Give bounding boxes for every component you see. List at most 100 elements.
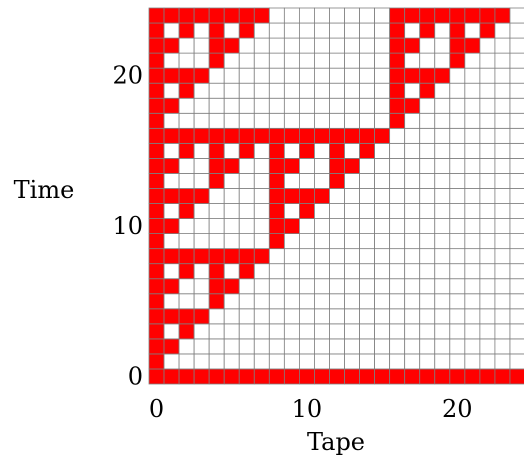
cell-empty <box>238 52 255 69</box>
cell-empty <box>178 37 195 54</box>
cell-empty <box>464 203 481 219</box>
cell-empty <box>298 22 315 39</box>
cell-filled <box>208 293 225 310</box>
cell-empty <box>434 142 451 159</box>
cell-filled <box>268 127 285 144</box>
cell-empty <box>434 37 451 54</box>
cell-filled <box>389 22 406 39</box>
cell-empty <box>193 97 210 114</box>
cell-filled <box>389 52 406 69</box>
cell-filled <box>163 338 180 355</box>
cell-filled <box>434 368 451 385</box>
cell-empty <box>314 218 330 234</box>
cell-empty <box>238 293 255 310</box>
cell-filled <box>223 278 240 295</box>
cell-empty <box>238 37 255 54</box>
cell-empty <box>374 7 391 24</box>
cell-empty <box>344 112 360 129</box>
cell-empty <box>238 353 255 370</box>
cell-filled <box>434 7 451 24</box>
cell-empty <box>464 338 481 355</box>
cell-empty <box>344 308 360 325</box>
cell-empty <box>419 173 436 189</box>
cell-empty <box>479 37 496 54</box>
cell-empty <box>344 353 360 370</box>
cell-empty <box>223 97 240 114</box>
cell-filled <box>389 37 406 54</box>
cell-empty <box>389 263 406 280</box>
cell-empty <box>419 37 436 54</box>
cell-empty <box>268 67 285 84</box>
cell-empty <box>253 278 270 295</box>
cell-empty <box>509 157 524 174</box>
cell-empty <box>359 22 375 39</box>
cell-empty <box>374 233 391 250</box>
cell-empty <box>298 112 315 129</box>
cell-empty <box>419 308 436 325</box>
cell-empty <box>389 203 406 219</box>
cell-empty <box>494 142 511 159</box>
cell-filled <box>283 218 300 234</box>
cell-empty <box>238 157 255 174</box>
cell-filled <box>253 248 270 265</box>
cell-filled <box>208 248 225 265</box>
cell-empty <box>464 173 481 189</box>
cell-empty <box>314 353 330 370</box>
cell-empty <box>479 173 496 189</box>
cell-filled <box>163 97 180 114</box>
cell-empty <box>359 112 375 129</box>
cell-empty <box>223 233 240 250</box>
cell-empty <box>374 323 391 340</box>
cell-empty <box>509 263 524 280</box>
cell-empty <box>314 278 330 295</box>
cell-empty <box>238 188 255 204</box>
cell-empty <box>223 142 240 159</box>
cell-empty <box>404 338 421 355</box>
cell-filled <box>298 203 315 219</box>
cell-empty <box>208 308 225 325</box>
cell-empty <box>253 173 270 189</box>
cell-empty <box>344 203 360 219</box>
cell-empty <box>404 278 421 295</box>
cell-empty <box>253 142 270 159</box>
cell-filled <box>178 248 195 265</box>
cell-filled <box>268 188 285 204</box>
cell-empty <box>374 37 391 54</box>
cell-empty <box>464 263 481 280</box>
cell-empty <box>344 218 360 234</box>
cell-empty <box>314 308 330 325</box>
cell-empty <box>404 112 421 129</box>
cell-empty <box>193 353 210 370</box>
cell-grid <box>148 7 524 385</box>
cell-empty <box>434 248 451 265</box>
cell-filled <box>148 142 165 159</box>
cell-empty <box>494 233 511 250</box>
cell-empty <box>389 353 406 370</box>
cell-empty <box>253 52 270 69</box>
cell-empty <box>298 157 315 174</box>
cell-empty <box>329 97 345 114</box>
cell-empty <box>283 353 300 370</box>
cell-empty <box>509 218 524 234</box>
cell-filled <box>163 248 180 265</box>
cell-filled <box>163 37 180 54</box>
cell-empty <box>223 112 240 129</box>
cell-empty <box>419 278 436 295</box>
cell-empty <box>329 112 345 129</box>
cell-empty <box>193 293 210 310</box>
cell-empty <box>163 52 180 69</box>
cell-empty <box>253 233 270 250</box>
cell-empty <box>223 323 240 340</box>
cell-empty <box>298 323 315 340</box>
cell-empty <box>253 82 270 99</box>
cell-filled <box>314 368 330 385</box>
cell-empty <box>434 278 451 295</box>
cell-filled <box>163 218 180 234</box>
cell-empty <box>404 353 421 370</box>
cell-empty <box>193 263 210 280</box>
cell-filled <box>193 248 210 265</box>
cell-empty <box>329 67 345 84</box>
cell-empty <box>479 203 496 219</box>
cell-empty <box>314 293 330 310</box>
cell-empty <box>404 188 421 204</box>
